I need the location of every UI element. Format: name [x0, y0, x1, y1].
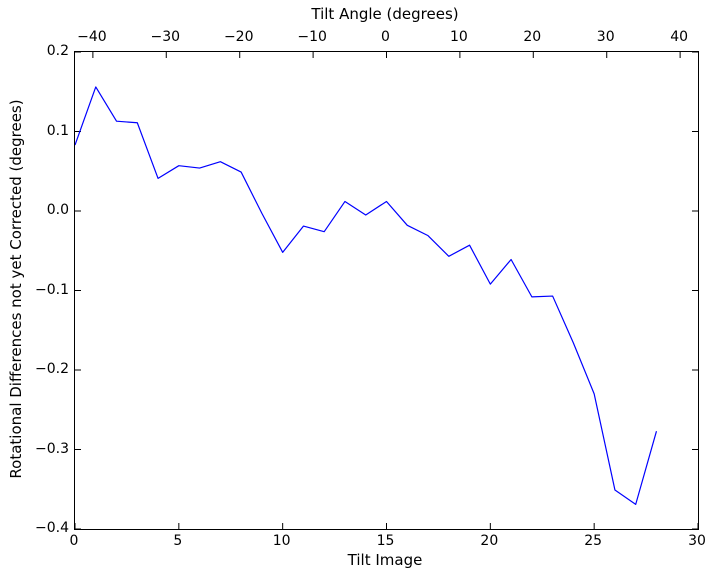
y-tick-label: 0.1 [46, 122, 69, 139]
top-tick-label: 20 [523, 29, 542, 45]
top-axis-title: Tilt Angle (degrees) [311, 5, 459, 23]
top-tick-label: −20 [223, 29, 254, 45]
x-tick-label: 20 [480, 533, 499, 549]
top-tick-label: 0 [381, 29, 390, 45]
x-tick-label: 15 [376, 533, 395, 549]
y-tick-label: 0.2 [46, 43, 69, 59]
top-tick-label: 10 [449, 29, 468, 45]
top-tick-label: −30 [150, 29, 181, 45]
plot-area [74, 51, 699, 530]
y-tick-label: −0.2 [35, 361, 69, 377]
data-line-rotational-differences [75, 86, 658, 505]
x-tick-label: 30 [688, 533, 706, 549]
top-tick-label: 40 [670, 29, 689, 45]
y-tick-label: −0.4 [35, 520, 69, 536]
x-tick-label: 10 [272, 533, 291, 549]
y-tick-label: 0.0 [46, 202, 69, 218]
y-axis-title: Rotational Differences not yet Corrected… [7, 99, 25, 479]
top-tick-label: 30 [596, 29, 615, 45]
top-tick-label: −40 [77, 29, 107, 45]
top-tick-label: −10 [297, 29, 327, 45]
x-tick-label: 5 [173, 533, 183, 549]
x-tick-label: 25 [584, 533, 603, 549]
x-axis-title: Tilt Image [347, 551, 423, 569]
x-tick-label: 0 [69, 533, 79, 549]
y-tick-label: −0.3 [35, 440, 69, 457]
y-tick-label: −0.1 [35, 281, 69, 298]
chart-canvas [75, 52, 698, 529]
